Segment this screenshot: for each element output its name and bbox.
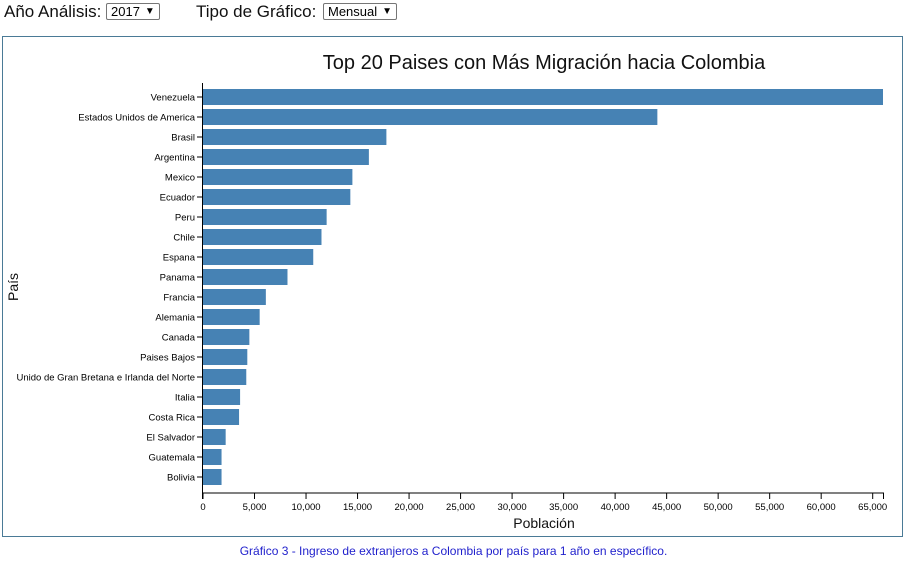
bars-group xyxy=(203,89,883,485)
y-tick-label: Panama xyxy=(160,273,196,284)
x-tick-label: 30,000 xyxy=(498,502,527,513)
chart-caption: Gráfico 3 - Ingreso de extranjeros a Col… xyxy=(239,544,668,558)
x-tick-label: 55,000 xyxy=(755,502,784,513)
y-tick-label: Brasil xyxy=(171,133,195,144)
y-tick-label: Peru xyxy=(175,213,195,224)
x-tick-label: 45,000 xyxy=(652,502,681,513)
x-axis: 0 5,000 10,000 15,000 20,000 25,000 30,000 35,0… xyxy=(200,492,887,513)
chart-title: Top 20 Paises con Más Migración hacia Co… xyxy=(323,52,766,74)
chart-type-label: Tipo de Gráfico: xyxy=(196,2,317,21)
chevron-down-icon: ▼ xyxy=(144,6,155,17)
x-axis-label: Población xyxy=(513,515,575,531)
y-tick-label: Chile xyxy=(173,233,195,244)
x-tick-label: 10,000 xyxy=(291,502,320,513)
x-tick-label: 20,000 xyxy=(395,502,424,513)
y-tick-label: Unido de Gran Bretana e Irlanda del Nort… xyxy=(17,373,196,384)
bar[interactable] xyxy=(203,129,387,145)
y-tick-label: Estados Unidos de America xyxy=(78,113,195,124)
bar[interactable] xyxy=(203,349,248,365)
bar[interactable] xyxy=(203,89,883,105)
y-tick-label: Paises Bajos xyxy=(140,353,195,364)
y-tick-label: Ecuador xyxy=(160,193,195,204)
controls-bar: Año Análisis: 2017 ▼ Tipo de Gráfico: Me… xyxy=(0,0,907,26)
y-tick-label: Costa Rica xyxy=(149,413,196,424)
y-tick-label: Guatemala xyxy=(149,453,196,464)
chart-container: Top 20 Paises con Más Migración hacia Co… xyxy=(2,36,903,537)
y-tick-label: Bolivia xyxy=(167,473,196,484)
bar-chart: Top 20 Paises con Más Migración hacia Co… xyxy=(5,52,887,531)
y-tick-label: Espana xyxy=(163,253,196,264)
bar[interactable] xyxy=(203,229,322,245)
y-tick-label: Mexico xyxy=(165,173,195,184)
bar[interactable] xyxy=(203,309,260,325)
x-tick-label: 50,000 xyxy=(704,502,733,513)
bar[interactable] xyxy=(203,389,241,405)
year-label: Año Análisis: xyxy=(4,2,102,21)
bar[interactable] xyxy=(203,469,222,485)
chart-type-select-value: Mensual xyxy=(328,4,378,19)
bar[interactable] xyxy=(203,249,314,265)
x-tick-label: 65,000 xyxy=(858,502,887,513)
bar[interactable] xyxy=(203,329,250,345)
bar[interactable] xyxy=(203,269,288,285)
y-axis: Venezuela Estados Unidos de America Brasil… xyxy=(17,83,203,493)
y-tick-label: Canada xyxy=(162,333,196,344)
year-select[interactable]: 2017 ▼ xyxy=(106,3,160,20)
y-tick-label: El Salvador xyxy=(146,433,195,444)
bar[interactable] xyxy=(203,209,327,225)
bar[interactable] xyxy=(203,429,226,445)
x-tick-label: 40,000 xyxy=(601,502,630,513)
y-axis-label: País xyxy=(5,273,21,301)
bar[interactable] xyxy=(203,189,351,205)
chart-type-select[interactable]: Mensual ▼ xyxy=(323,3,397,20)
bar[interactable] xyxy=(203,369,247,385)
bar[interactable] xyxy=(203,409,240,425)
x-tick-label: 0 xyxy=(200,502,205,513)
x-tick-label: 35,000 xyxy=(549,502,578,513)
chevron-down-icon: ▼ xyxy=(382,6,393,17)
x-axis-line xyxy=(202,492,884,499)
bar[interactable] xyxy=(203,169,353,185)
bar[interactable] xyxy=(203,149,369,165)
x-tick-label: 5,000 xyxy=(243,502,267,513)
y-tick-label: Venezuela xyxy=(151,93,196,104)
bar[interactable] xyxy=(203,289,266,305)
bar[interactable] xyxy=(203,109,658,125)
year-select-value: 2017 xyxy=(111,4,140,19)
y-tick-label: Alemania xyxy=(155,313,195,324)
x-tick-label: 25,000 xyxy=(446,502,475,513)
y-tick-label: Francia xyxy=(163,293,195,304)
bar[interactable] xyxy=(203,449,222,465)
y-tick-label: Italia xyxy=(175,393,196,404)
x-tick-label: 60,000 xyxy=(807,502,836,513)
x-tick-label: 15,000 xyxy=(343,502,372,513)
y-tick-label: Argentina xyxy=(154,153,195,164)
